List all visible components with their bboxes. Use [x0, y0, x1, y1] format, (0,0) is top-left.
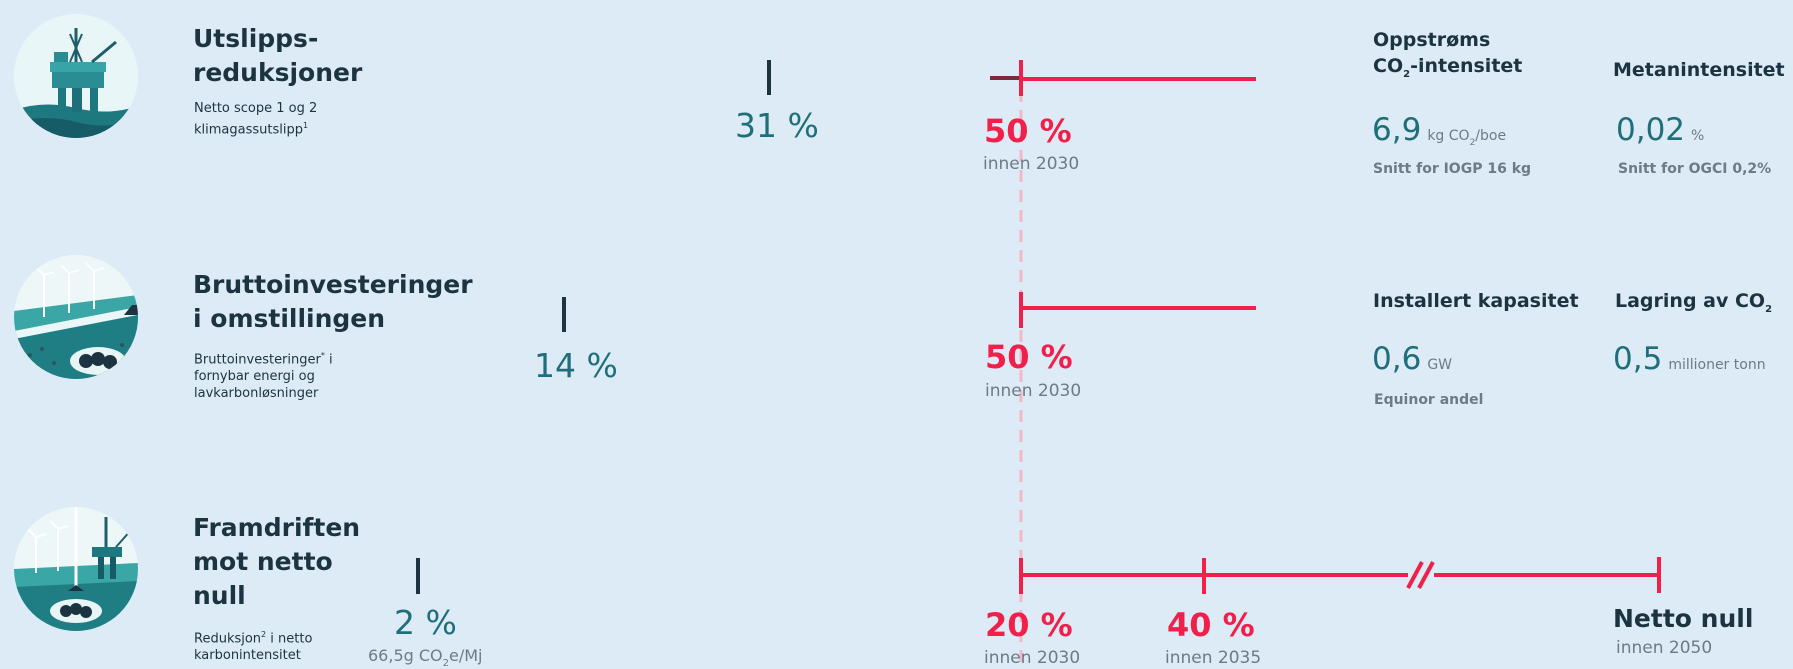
row2-description: Bruttoinvesteringer* i fornybar energi o…: [194, 347, 333, 402]
row3-current-sub-subscript: 2: [442, 658, 450, 669]
row3-current-sub-tail: e/Mj: [449, 646, 483, 665]
methane-value-number: 0,02: [1616, 112, 1686, 148]
row3-title: Framdriften mot netto null: [193, 511, 360, 613]
storage-value-number: 0,5: [1613, 341, 1663, 377]
row1-footnote-marker: 1: [302, 121, 309, 130]
upstream-unit-pre: kg CO: [1427, 128, 1470, 144]
upstream-heading-tail: -intensitet: [1410, 55, 1523, 77]
row1-title-line2: reduksjoner: [193, 58, 363, 87]
capacity-value-unit: GW: [1427, 357, 1453, 373]
row2-desc-line1: Bruttoinvesteringer* i: [194, 347, 333, 368]
upstream-heading-subscript: 2: [1403, 69, 1411, 80]
upstream-co2-value: 6,9 kg CO2/boe: [1372, 112, 1506, 148]
row2-target-date: innen 2030: [985, 381, 1082, 401]
storage-heading-subscript: 2: [1765, 304, 1773, 315]
capacity-value-number: 0,6: [1372, 341, 1422, 377]
row3-final-date: innen 2050: [1616, 638, 1713, 658]
row1-description: Netto scope 1 og 2 klimagassutslipp1: [194, 100, 317, 138]
row1-target-date: innen 2030: [983, 154, 1080, 174]
row2-desc-line3: lavkarbonløsninger: [194, 386, 319, 402]
methane-heading: Metanintensitet: [1613, 59, 1785, 81]
upstream-heading-line2: CO2-intensitet: [1373, 53, 1522, 83]
upstream-unit-tail: /boe: [1475, 128, 1507, 144]
row2-title: Bruttoinvesteringer i omstillingen: [193, 268, 473, 336]
oil-platform-icon: [14, 14, 138, 138]
row3-final-value: Netto null: [1613, 604, 1754, 633]
row2-progress-bar: [388, 292, 1256, 332]
row3-current-sub: 66,5g CO2e/Mj: [368, 646, 483, 669]
row3-footnote-marker: 2: [261, 630, 267, 639]
row1-desc-line2-text: klimagassutslipp: [194, 122, 303, 138]
row2-desc-line1-tail: i: [324, 352, 333, 368]
row1-title: Utslipps- reduksjoner: [193, 22, 362, 90]
capacity-note: Equinor andel: [1374, 392, 1484, 408]
row2-title-line1: Bruttoinvesteringer: [193, 270, 473, 299]
upstream-unit-subscript: 2: [1469, 138, 1476, 148]
row3-target-2030-date: innen 2030: [984, 648, 1081, 668]
row3-current-value: 2 %: [394, 603, 457, 642]
row1-title-line1: Utslipps-: [193, 24, 319, 53]
row2-footnote-marker: *: [320, 351, 325, 360]
row1-current-value: 31 %: [735, 106, 819, 145]
row3-desc-line1-tail: i netto: [266, 631, 313, 647]
upstream-value-unit: kg CO2/boe: [1427, 128, 1507, 148]
row3-title-line2: mot netto: [193, 547, 333, 576]
row1-desc-line2: klimagassutslipp1: [194, 117, 317, 138]
row3-description: Reduksjon2 i netto karbonintensitet: [194, 626, 312, 664]
storage-heading-text: Lagring av CO: [1615, 290, 1766, 312]
row2-desc-line2: fornybar energi og: [194, 369, 315, 385]
storage-heading: Lagring av CO2: [1615, 288, 1772, 318]
axis-break-mark: [1406, 561, 1435, 589]
row2-desc-line1-text: Bruttoinvesteringer: [194, 352, 321, 368]
row3-target-2030-value: 20 %: [985, 606, 1073, 644]
row3-desc-line1: Reduksjon2 i netto: [194, 626, 312, 647]
row3-desc-line1-text: Reduksjon: [194, 631, 262, 647]
row3-title-line3: null: [193, 581, 246, 610]
storage-value-unit: millioner tonn: [1668, 357, 1766, 373]
methane-value: 0,02%: [1616, 112, 1704, 148]
wind-and-ccs-icon: [14, 255, 138, 379]
storage-value: 0,5 millioner tonn: [1613, 341, 1766, 377]
upstream-co2-note: Snitt for IOGP 16 kg: [1373, 161, 1532, 177]
row2-current-value: 14 %: [534, 346, 618, 385]
upstream-heading-line1: Oppstrøms: [1373, 29, 1491, 51]
upstream-value-number: 6,9: [1372, 112, 1422, 148]
row1-desc-line1: Netto scope 1 og 2: [194, 101, 318, 116]
row2-title-line2: i omstillingen: [193, 304, 386, 333]
methane-value-unit: %: [1691, 128, 1705, 144]
row3-target-2035-value: 40 %: [1167, 606, 1255, 644]
row3-target-2035-date: innen 2035: [1165, 648, 1262, 668]
row1-progress-bar: [388, 60, 1256, 96]
row2-target-value: 50 %: [985, 338, 1073, 376]
energy-mix-icon: [14, 507, 138, 631]
upstream-heading-co: CO: [1373, 55, 1404, 77]
upstream-co2-heading: Oppstrøms CO2-intensitet: [1373, 27, 1522, 83]
capacity-heading: Installert kapasitet: [1373, 290, 1579, 312]
row3-title-line1: Framdriften: [193, 513, 361, 542]
row3-progress-bar: [388, 557, 1661, 594]
row1-target-value: 50 %: [984, 112, 1072, 150]
methane-note: Snitt for OGCI 0,2%: [1618, 161, 1772, 177]
row3-desc-line2: karbonintensitet: [194, 648, 301, 664]
row3-current-sub-text: 66,5g CO: [368, 646, 443, 665]
capacity-value: 0,6 GW: [1372, 341, 1452, 377]
